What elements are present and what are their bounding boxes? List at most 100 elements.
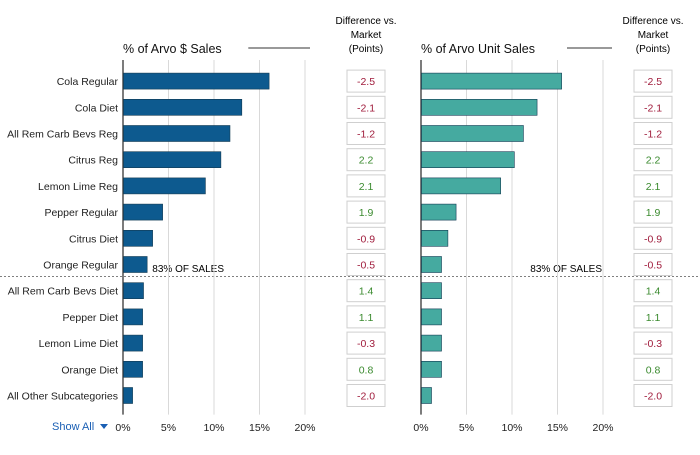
chevron-down-icon[interactable]	[100, 424, 108, 429]
difference-value: -0.9	[357, 233, 375, 245]
category-label: Lemon Lime Reg	[38, 181, 118, 193]
bar-unit[interactable]	[421, 203, 457, 221]
bar-unit[interactable]	[421, 282, 442, 300]
bar-dollar[interactable]	[123, 334, 143, 352]
bar-unit[interactable]	[421, 230, 449, 247]
difference-value: -0.3	[357, 338, 375, 350]
difference-value: 1.9	[359, 207, 374, 219]
difference-box	[346, 253, 386, 276]
bar-dollar[interactable]	[123, 387, 133, 404]
show-all-label[interactable]: Show All	[52, 421, 94, 433]
marker-label-dollar: 83% OF SALES	[152, 264, 224, 275]
difference-box	[633, 122, 673, 145]
x-tick-label: 20%	[592, 422, 613, 434]
diff-header-line-3: (Points)	[349, 44, 383, 55]
marker-label-unit: 83% OF SALES	[530, 264, 602, 275]
difference-box	[633, 69, 673, 93]
difference-box	[346, 384, 386, 407]
difference-value: 2.2	[359, 155, 374, 167]
bar-unit[interactable]	[421, 72, 562, 90]
category-label: All Rem Carb Bevs Reg	[7, 129, 118, 141]
panel-title-dollar: % of Arvo $ Sales	[123, 42, 222, 56]
diff-header-line-2: Market	[638, 30, 669, 41]
difference-value: -2.5	[644, 76, 662, 88]
bar-dollar[interactable]	[123, 177, 206, 195]
bar-dollar[interactable]	[123, 230, 153, 247]
bar-dollar[interactable]	[123, 72, 270, 90]
bar-dollar[interactable]	[123, 308, 143, 326]
difference-box	[346, 148, 386, 172]
bar-unit[interactable]	[421, 256, 442, 273]
difference-value: 1.9	[646, 207, 661, 219]
category-label: Citrus Reg	[68, 155, 118, 167]
difference-value: 2.2	[646, 155, 661, 167]
difference-value: -1.2	[644, 129, 662, 141]
bar-unit[interactable]	[421, 360, 442, 378]
diff-header-right: Difference vs. Market (Points)	[623, 16, 684, 55]
bar-unit[interactable]	[421, 99, 538, 116]
difference-box	[633, 331, 673, 355]
bar-dollar[interactable]	[123, 99, 243, 116]
difference-box	[346, 174, 386, 198]
difference-value: -2.0	[357, 391, 375, 403]
difference-box	[633, 305, 673, 329]
bar-dollar[interactable]	[123, 203, 163, 221]
category-label: Cola Regular	[57, 76, 119, 88]
category-label: Pepper Regular	[44, 207, 118, 219]
difference-box	[633, 384, 673, 407]
category-label: Orange Diet	[61, 364, 118, 376]
difference-box	[633, 200, 673, 224]
difference-value: -2.1	[644, 102, 662, 114]
difference-box	[633, 148, 673, 172]
category-label: Orange Regular	[43, 260, 118, 272]
difference-box	[633, 253, 673, 276]
difference-box	[633, 357, 673, 381]
diff-header-line-1: Difference vs.	[623, 16, 684, 27]
difference-value: 0.8	[359, 364, 374, 376]
difference-value: -2.0	[644, 391, 662, 403]
x-tick-label: 15%	[547, 422, 568, 434]
bar-unit[interactable]	[421, 177, 501, 195]
category-label: All Other Subcategories	[7, 391, 118, 403]
difference-box	[346, 226, 386, 250]
difference-value: 1.4	[359, 286, 374, 298]
show-all-link[interactable]: Show All	[52, 421, 108, 433]
bar-unit[interactable]	[421, 125, 524, 142]
difference-box	[633, 226, 673, 250]
bar-unit[interactable]	[421, 308, 442, 326]
bar-dollar[interactable]	[123, 151, 222, 168]
difference-box	[346, 122, 386, 145]
bar-dollar[interactable]	[123, 256, 148, 273]
difference-box	[346, 305, 386, 329]
category-label: Cola Diet	[75, 102, 118, 114]
bar-dollar[interactable]	[123, 360, 143, 378]
x-tick-label: 10%	[501, 422, 522, 434]
bar-unit[interactable]	[421, 387, 432, 404]
difference-value: -2.5	[357, 76, 375, 88]
bar-dollar[interactable]	[123, 125, 231, 142]
category-label: All Rem Carb Bevs Diet	[8, 286, 118, 298]
difference-box	[633, 174, 673, 198]
x-tick-label: 0%	[413, 422, 428, 434]
difference-value: -1.2	[357, 129, 375, 141]
diff-header-line-2: Market	[351, 30, 382, 41]
difference-box	[346, 200, 386, 224]
bar-unit[interactable]	[421, 151, 515, 168]
difference-value: 2.1	[359, 181, 374, 193]
x-tick-label: 20%	[294, 422, 315, 434]
category-label: Pepper Diet	[63, 312, 119, 324]
x-tick-label: 10%	[203, 422, 224, 434]
panel-title-unit: % of Arvo Unit Sales	[421, 42, 535, 56]
diff-header-left: Difference vs. Market (Points)	[336, 16, 397, 55]
x-tick-label: 5%	[459, 422, 474, 434]
bar-dollar[interactable]	[123, 282, 144, 300]
difference-value: 1.4	[646, 286, 661, 298]
x-tick-label: 0%	[115, 422, 130, 434]
x-tick-label: 5%	[161, 422, 176, 434]
difference-box	[346, 357, 386, 381]
difference-box	[346, 331, 386, 355]
bar-unit[interactable]	[421, 334, 442, 352]
difference-value: 0.8	[646, 364, 661, 376]
